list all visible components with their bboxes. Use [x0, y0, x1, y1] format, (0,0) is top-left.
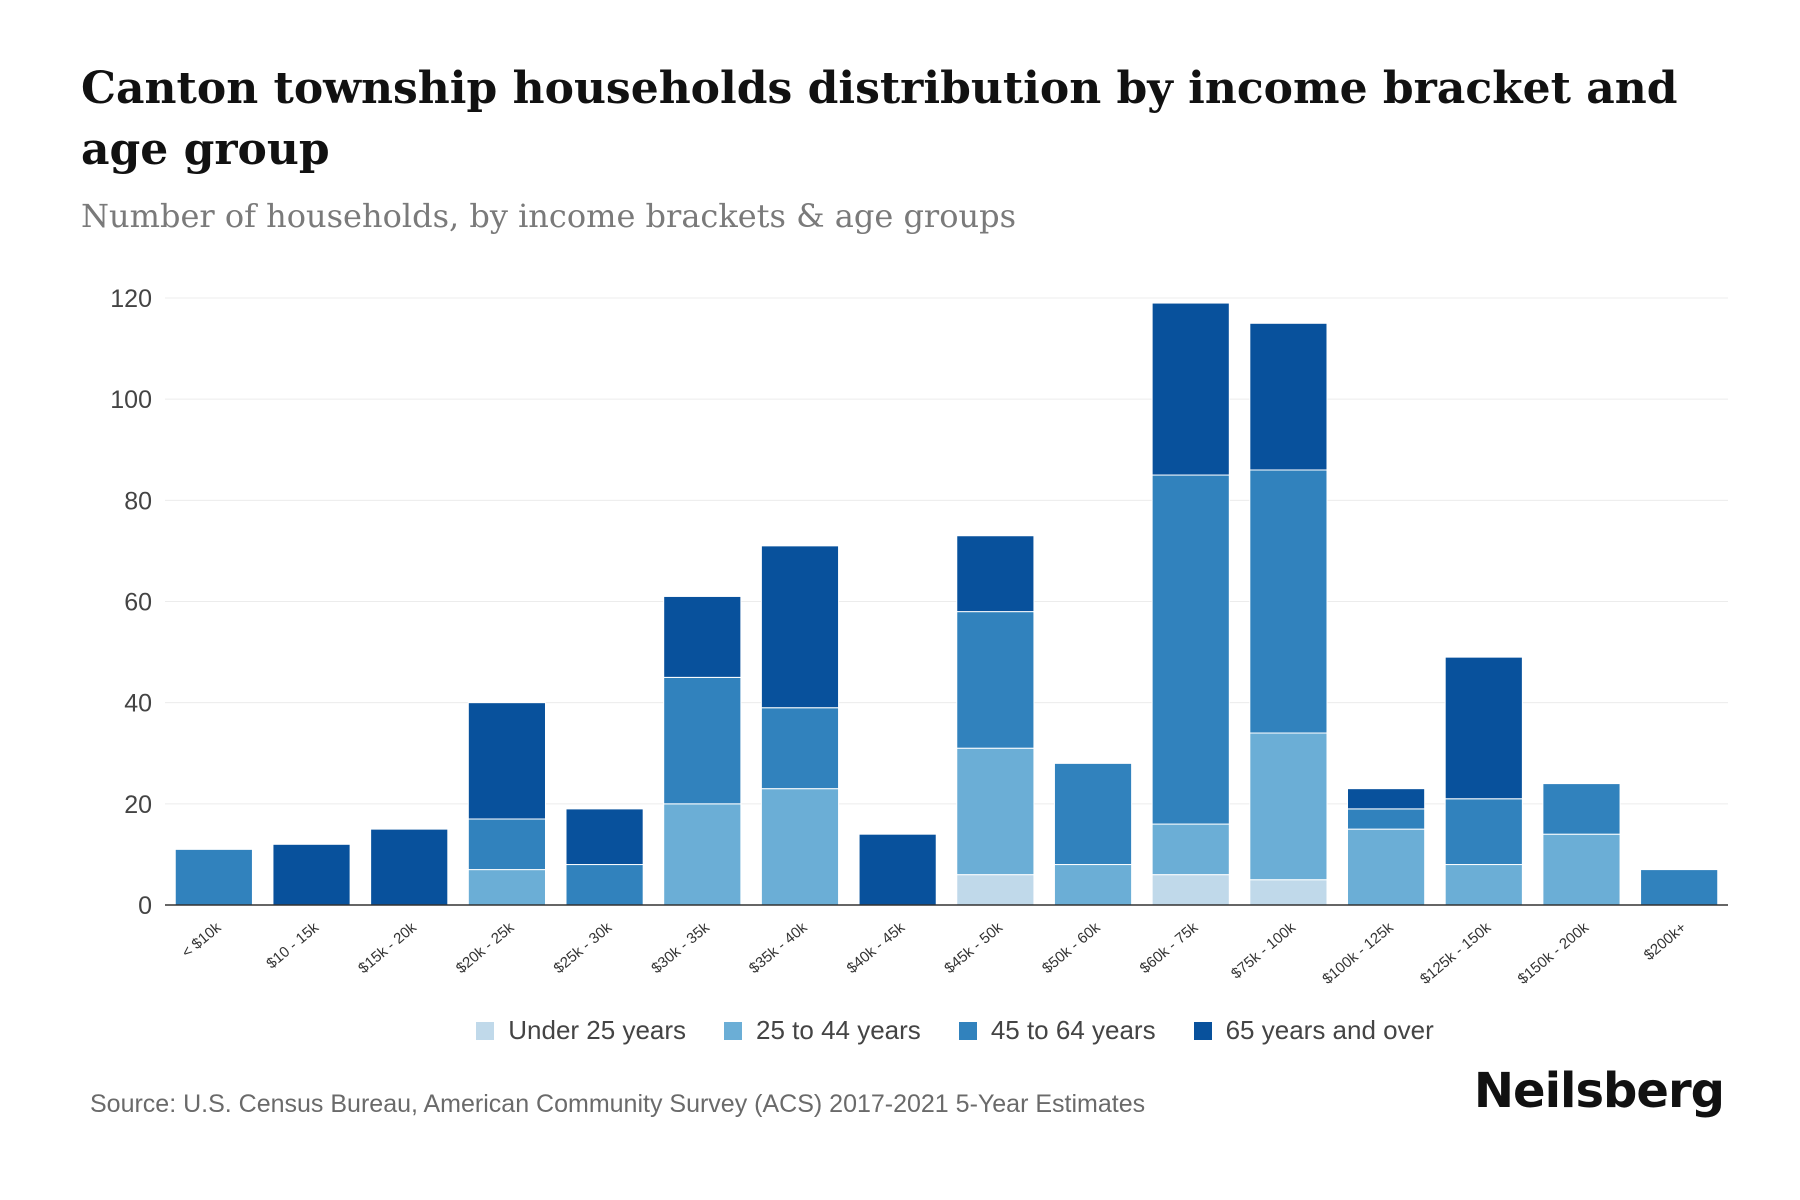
bar-segment [1542, 833, 1621, 906]
bar-segment [1444, 798, 1523, 866]
y-tick-label: 40 [124, 690, 152, 718]
bar-segment [760, 707, 840, 790]
bar-segment [956, 747, 1035, 876]
x-tick-label: $200k+ [1641, 919, 1690, 964]
bar-segment [467, 818, 546, 871]
legend-swatch [958, 1021, 977, 1040]
y-tick-label: 60 [124, 589, 152, 617]
bar-segment [1347, 828, 1426, 906]
bar-segment [467, 702, 546, 820]
bar-segment [1347, 788, 1426, 810]
bar-segment [370, 828, 449, 906]
bar-segment [1151, 474, 1230, 825]
legend: Under 25 years 25 to 44 years 45 to 64 yea… [0, 1015, 1800, 1046]
bar-segment [1444, 864, 1523, 906]
y-tick-label: 80 [124, 487, 152, 515]
bar-segment [663, 595, 742, 678]
bar-segment [1053, 762, 1133, 866]
bars [174, 302, 1719, 906]
bar-segment [1249, 879, 1328, 906]
bar-segment [1053, 864, 1133, 906]
x-tick-label: $25k - 30k [551, 919, 616, 977]
bar-segment [956, 535, 1035, 613]
legend-item: Under 25 years [476, 1015, 686, 1046]
y-tick-label: 120 [110, 285, 152, 313]
x-tick-label: $75k - 100k [1228, 919, 1299, 983]
bar-segment [956, 611, 1035, 749]
x-tick-label: $10 - 15k [263, 919, 322, 973]
legend-label: Under 25 years [508, 1015, 687, 1045]
bar-segment [663, 676, 742, 805]
stacked-bar-chart: 0 20 40 60 80 100 120 < $10k $10 - 15k $15k - 20… [110, 285, 1728, 988]
y-tick-label: 100 [110, 386, 152, 414]
x-tick-label: $60k - 75k [1137, 919, 1202, 977]
bar-segment [1151, 823, 1230, 876]
bar-segment [760, 788, 840, 906]
bar-segment [467, 869, 546, 906]
x-tick-label: $40k - 45k [844, 919, 909, 977]
bar-segment [1249, 469, 1328, 734]
brand-logo: Neilsberg [1473, 1063, 1725, 1119]
bar-segment [565, 864, 644, 906]
bar-segment [565, 808, 644, 866]
bar-segment [1249, 732, 1328, 881]
y-tick-label: 0 [138, 892, 152, 920]
legend-swatch [1193, 1021, 1212, 1040]
bar-segment [663, 803, 742, 906]
legend-item: 25 to 44 years [724, 1015, 921, 1046]
bar-segment [956, 874, 1035, 906]
x-tick-label: $35k - 40k [746, 919, 811, 977]
x-tick-label: < $10k [179, 919, 225, 962]
bar-segment [858, 833, 937, 906]
bar-segment [174, 848, 253, 906]
y-tick-label: 20 [124, 791, 152, 819]
legend-label: 25 to 44 years [756, 1015, 921, 1045]
bar-segment [1151, 874, 1230, 906]
bar-segment [1151, 302, 1230, 476]
x-tick-label: $30k - 35k [648, 919, 713, 977]
x-tick-label: $45k - 50k [941, 919, 1006, 977]
x-tick-label: $125k - 150k [1417, 919, 1495, 988]
bar-segment [272, 843, 351, 906]
bar-segment [760, 545, 840, 709]
legend-swatch [476, 1021, 495, 1040]
legend-item: 45 to 64 years [958, 1015, 1156, 1046]
bar-segment [1249, 322, 1328, 471]
chart-subtitle: Number of households, by income brackets… [81, 197, 1016, 235]
x-tick-label: $50k - 60k [1039, 919, 1104, 977]
bar-segment [1542, 783, 1621, 835]
bar-segment [1640, 869, 1719, 906]
y-axis-ticks: 0 20 40 60 80 100 120 [110, 285, 152, 920]
legend-item: 65 years and over [1193, 1015, 1434, 1046]
source-note: Source: U.S. Census Bureau, American Com… [90, 1090, 1146, 1118]
bar-segment [1444, 656, 1523, 800]
x-axis-ticks: < $10k $10 - 15k $15k - 20k $20k - 25k $25k … [179, 919, 1690, 988]
x-tick-label: $150k - 200k [1515, 919, 1593, 988]
legend-swatch [724, 1021, 743, 1040]
legend-label: 65 years and over [1225, 1015, 1434, 1045]
legend-label: 45 to 64 years [990, 1015, 1156, 1045]
x-tick-label: $20k - 25k [453, 919, 518, 977]
x-tick-label: $100k - 125k [1319, 919, 1397, 988]
bar-segment [1347, 808, 1426, 830]
chart-title: Canton township households distribution … [81, 63, 1678, 175]
x-tick-label: $15k - 20k [355, 919, 420, 977]
